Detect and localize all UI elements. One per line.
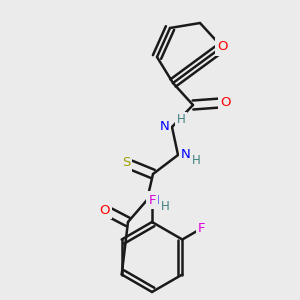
Text: N: N bbox=[150, 194, 159, 206]
Text: F: F bbox=[148, 194, 156, 206]
Text: O: O bbox=[217, 40, 227, 53]
Text: H: H bbox=[177, 113, 185, 126]
Text: N: N bbox=[160, 121, 170, 134]
Text: O: O bbox=[100, 203, 110, 217]
Text: H: H bbox=[192, 154, 200, 167]
Text: N: N bbox=[181, 148, 190, 161]
Text: S: S bbox=[122, 157, 130, 169]
Text: F: F bbox=[198, 222, 205, 235]
Text: H: H bbox=[160, 200, 169, 212]
Text: O: O bbox=[220, 97, 230, 110]
